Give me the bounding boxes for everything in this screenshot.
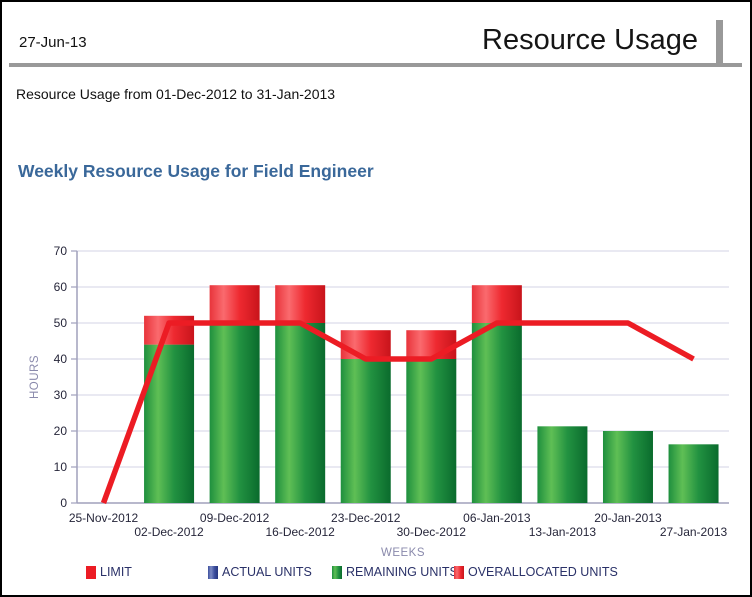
limit-line bbox=[100, 320, 695, 504]
report-title: Resource Usage bbox=[482, 24, 698, 56]
overallocated-bar-segment bbox=[471, 285, 522, 323]
overallocated-bar-segment bbox=[209, 285, 260, 323]
header-accent-bar bbox=[716, 20, 723, 67]
legend-item-overallocated: OVERALLOCATED UNITS bbox=[454, 564, 618, 580]
legend-item-limit: LIMIT bbox=[86, 564, 132, 580]
legend-label-actual: ACTUAL UNITS bbox=[222, 565, 312, 579]
y-tick-label: 40 bbox=[54, 352, 68, 366]
x-tick-label: 23-Dec-2012 bbox=[331, 511, 401, 525]
y-axis-title: HOURS bbox=[29, 355, 41, 399]
remaining-bar-segment bbox=[209, 323, 260, 503]
y-tick-label: 0 bbox=[60, 496, 67, 510]
x-tick-label: 20-Jan-2013 bbox=[594, 511, 662, 525]
y-tick-label: 70 bbox=[54, 244, 68, 258]
legend-swatch-overallocated-icon bbox=[454, 565, 464, 579]
x-tick-label: 25-Nov-2012 bbox=[69, 511, 139, 525]
y-tick-label: 10 bbox=[54, 460, 68, 474]
remaining-bar-segment bbox=[668, 444, 719, 503]
header-rule bbox=[9, 63, 742, 67]
remaining-bar-segment bbox=[406, 359, 457, 503]
x-tick-label: 30-Dec-2012 bbox=[397, 525, 467, 539]
legend-label-limit: LIMIT bbox=[100, 565, 132, 579]
chart-title: Weekly Resource Usage for Field Engineer bbox=[18, 161, 374, 181]
remaining-bar-segment bbox=[471, 323, 522, 503]
x-tick-label: 06-Jan-2013 bbox=[463, 511, 531, 525]
report-subtitle: Resource Usage from 01-Dec-2012 to 31-Ja… bbox=[16, 86, 336, 102]
report-date: 27-Jun-13 bbox=[19, 34, 87, 51]
x-axis-title: WEEKS bbox=[381, 547, 425, 559]
x-tick-label: 09-Dec-2012 bbox=[200, 511, 270, 525]
y-tick-label: 20 bbox=[54, 424, 68, 438]
overallocated-bar-segment bbox=[340, 330, 391, 359]
remaining-bar-segment bbox=[340, 359, 391, 503]
x-tick-label: 13-Jan-2013 bbox=[529, 525, 597, 539]
overallocated-bar-segment bbox=[406, 330, 457, 359]
x-tick-label: 27-Jan-2013 bbox=[660, 525, 728, 539]
legend-swatch-limit-icon bbox=[86, 565, 96, 579]
legend-swatch-remaining-icon bbox=[332, 565, 342, 579]
x-tick-label: 02-Dec-2012 bbox=[134, 525, 204, 539]
remaining-bar-segment bbox=[275, 323, 326, 503]
y-tick-label: 60 bbox=[54, 280, 68, 294]
remaining-bar-segment bbox=[537, 426, 588, 503]
legend-label-remaining: REMAINING UNITS bbox=[346, 565, 458, 579]
remaining-bar-segment bbox=[602, 431, 653, 503]
y-tick-label: 50 bbox=[54, 316, 68, 330]
legend-item-actual: ACTUAL UNITS bbox=[208, 564, 312, 580]
legend-swatch-actual-icon bbox=[208, 565, 218, 579]
chart-legend: LIMIT ACTUAL UNITS REMAINING UNITS OVERALLO… bbox=[2, 564, 750, 584]
legend-label-overallocated: OVERALLOCATED UNITS bbox=[468, 565, 618, 579]
overallocated-bar-segment bbox=[275, 285, 326, 323]
legend-item-remaining: REMAINING UNITS bbox=[332, 564, 458, 580]
x-tick-label: 16-Dec-2012 bbox=[265, 525, 335, 539]
y-tick-label: 30 bbox=[54, 388, 68, 402]
